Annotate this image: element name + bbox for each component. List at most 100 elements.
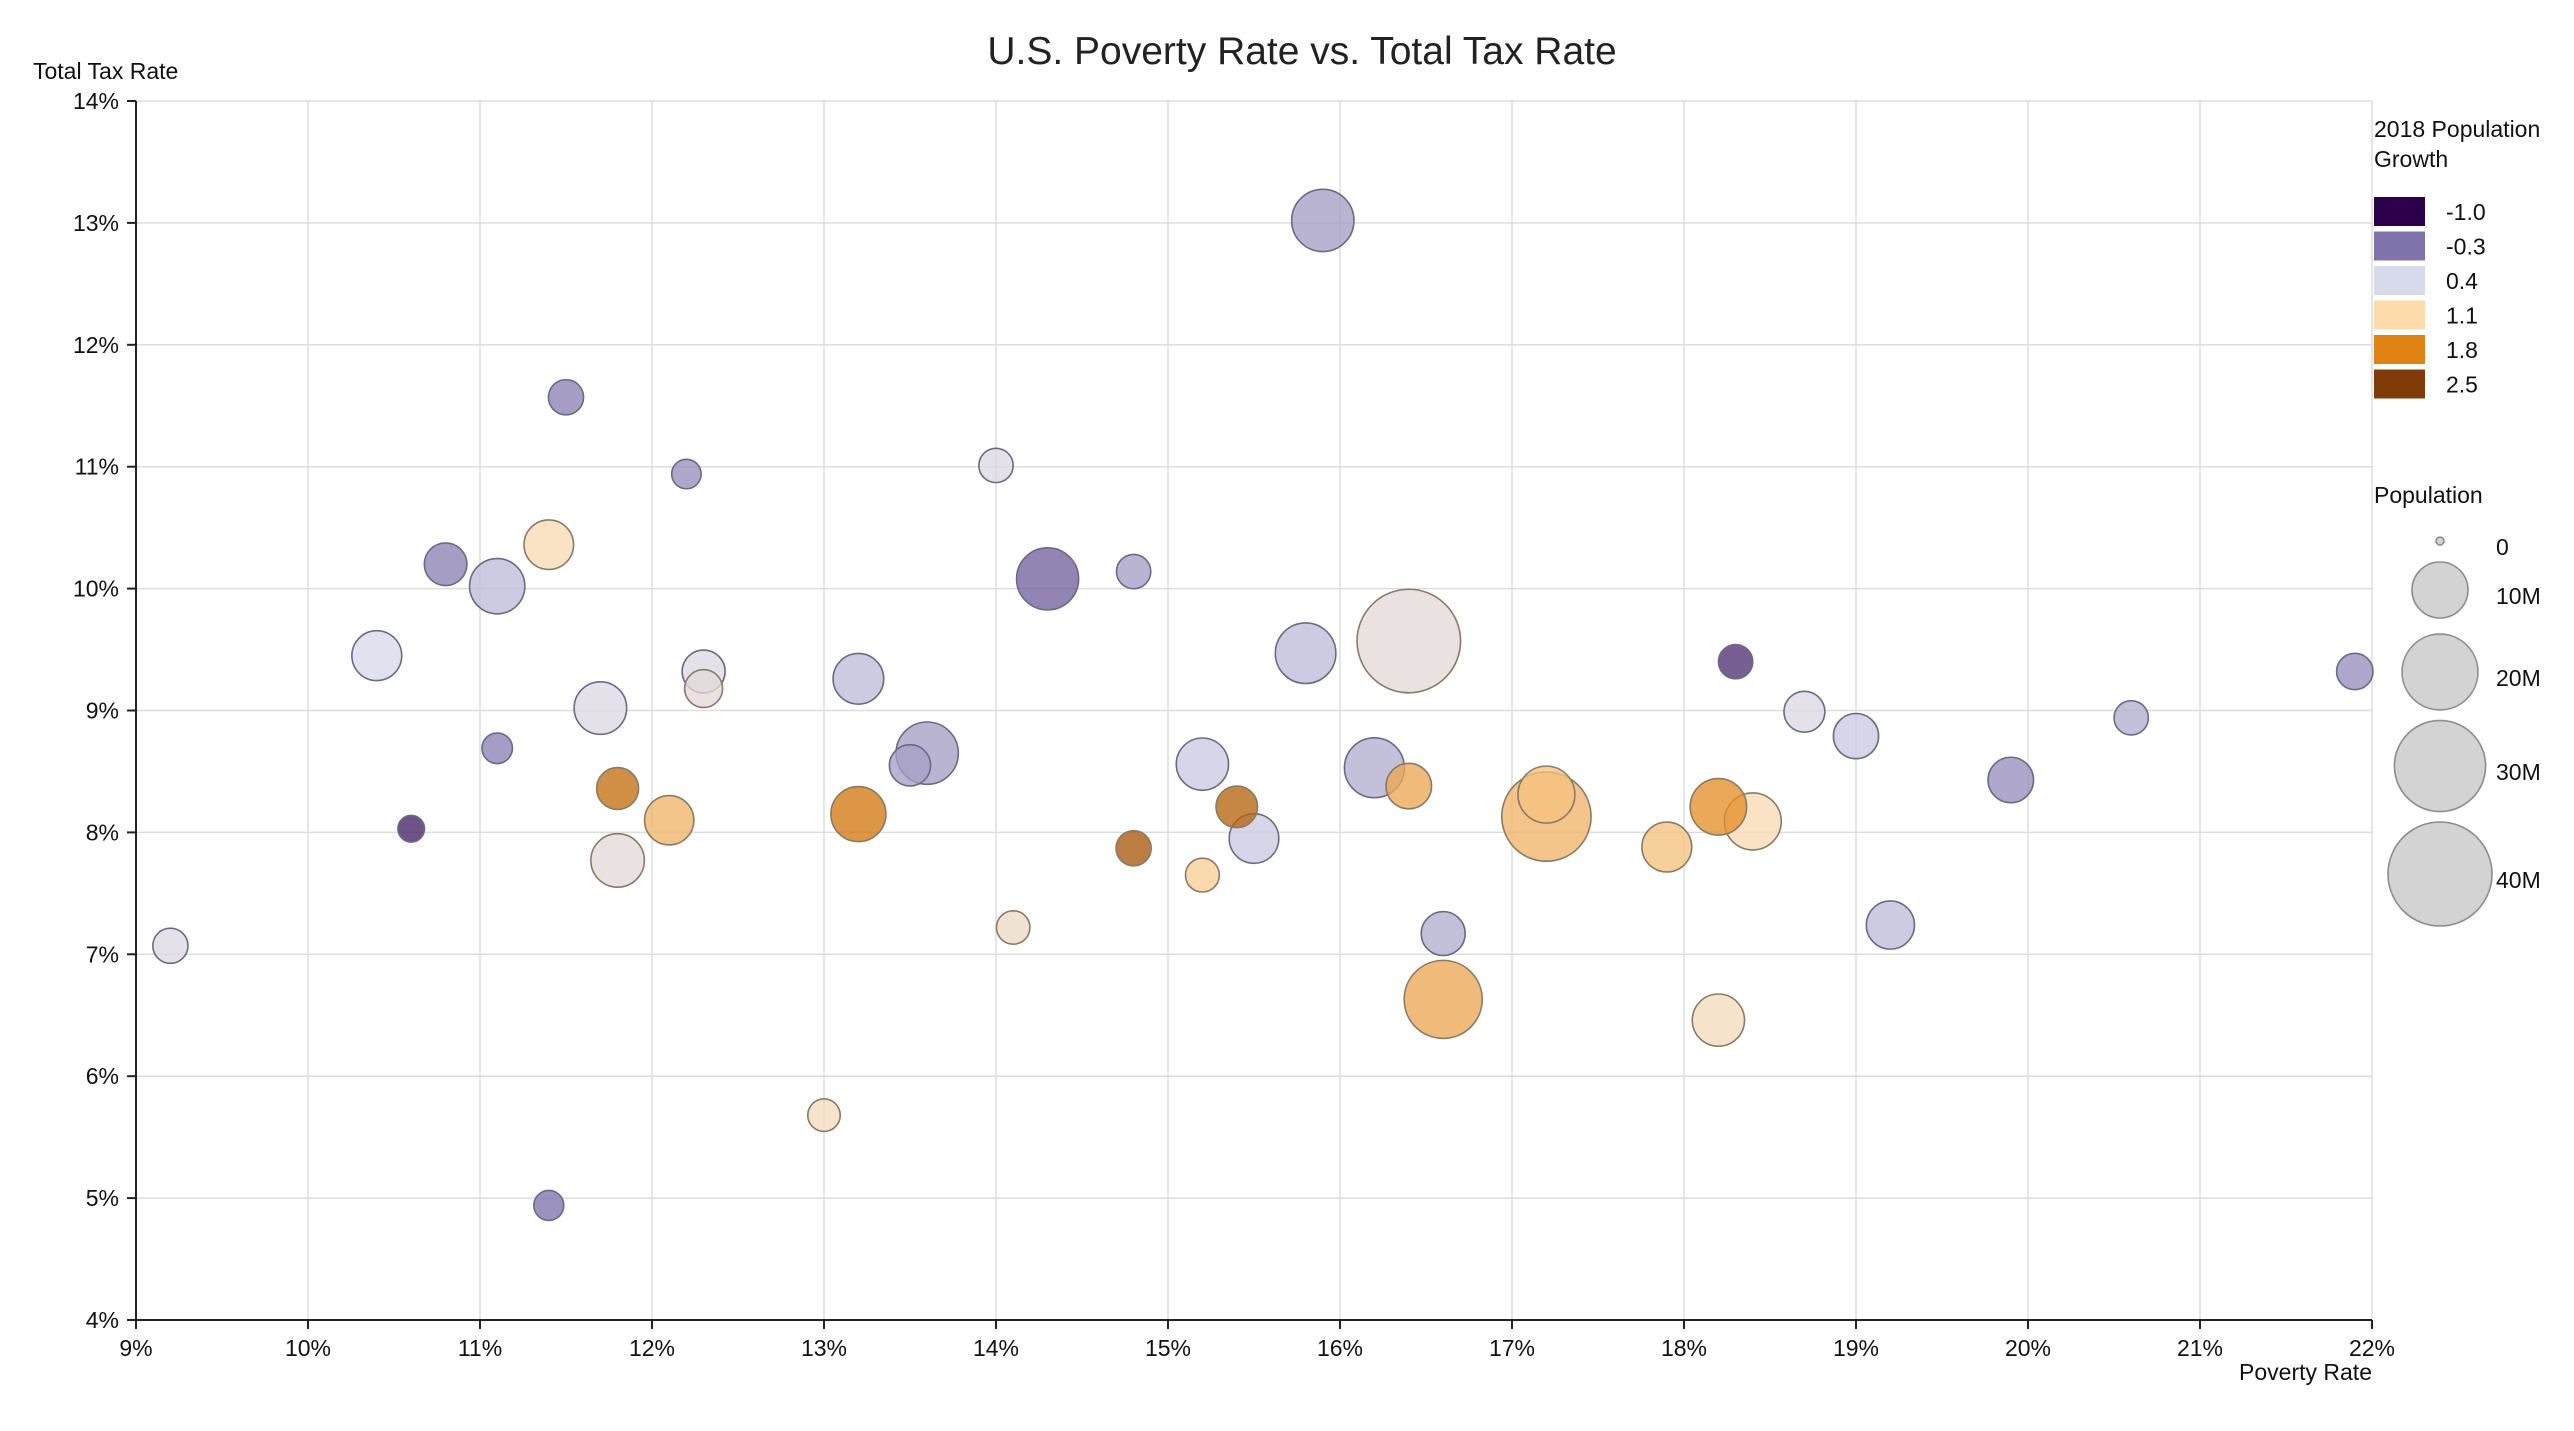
data-bubble: [1385, 762, 1433, 810]
x-tick-label: 20%: [2005, 1335, 2051, 1361]
data-bubble: [1215, 785, 1259, 829]
size-legend-label: 0: [2496, 534, 2509, 560]
y-tick-label: 5%: [86, 1185, 119, 1211]
data-bubble: [806, 1098, 842, 1133]
bubbles: [152, 188, 2374, 1222]
y-tick-label: 12%: [73, 332, 119, 358]
data-bubble: [1865, 900, 1916, 950]
data-bubble: [351, 629, 403, 682]
data-bubble: [1641, 821, 1693, 873]
y-tick-label: 11%: [75, 454, 119, 480]
data-bubble: [1274, 622, 1337, 685]
size-legend-circle: [2411, 561, 2469, 619]
x-tick-label: 22%: [2349, 1335, 2395, 1361]
data-bubble: [2335, 652, 2374, 691]
data-bubble: [595, 766, 640, 811]
x-tick-label: 9%: [119, 1335, 152, 1361]
data-bubble: [1691, 993, 1746, 1048]
data-bubble: [468, 557, 526, 615]
data-bubble: [830, 785, 887, 843]
data-bubble: [1689, 777, 1748, 836]
y-tick-label: 13%: [73, 210, 119, 236]
y-tick-label: 4%: [86, 1307, 119, 1333]
data-bubble: [2113, 699, 2150, 736]
size-legend-circle: [2435, 536, 2445, 546]
color-legend-swatch: [2374, 335, 2425, 364]
data-bubble: [152, 927, 189, 965]
y-tick-label: 9%: [86, 698, 119, 724]
data-bubble: [978, 447, 1014, 484]
x-axis-label: Poverty Rate: [2239, 1359, 2372, 1385]
color-legend-swatch: [2374, 300, 2425, 330]
data-bubble: [1290, 188, 1355, 253]
data-bubble: [1403, 959, 1484, 1040]
data-bubble: [1783, 690, 1826, 733]
size-legend-label: 40M: [2496, 867, 2541, 893]
data-bubble: [1115, 829, 1152, 867]
data-bubble: [423, 542, 468, 587]
y-tick-label: 8%: [86, 819, 119, 845]
data-bubble: [1420, 910, 1466, 957]
data-bubble: [1356, 588, 1462, 694]
data-bubble: [832, 652, 885, 705]
data-bubble: [397, 814, 426, 843]
data-bubble: [1015, 547, 1080, 611]
data-bubble: [481, 732, 514, 765]
chart-title: U.S. Poverty Rate vs. Total Tax Rate: [987, 30, 1616, 73]
y-tick-label: 7%: [86, 941, 119, 967]
color-legend-swatch: [2374, 369, 2425, 399]
color-legend-label: -1.0: [2446, 199, 2486, 225]
data-bubble: [1987, 756, 2035, 804]
x-tick-label: 10%: [285, 1335, 331, 1361]
x-tick-label: 21%: [2177, 1335, 2223, 1361]
x-tick-label: 17%: [1489, 1335, 1535, 1361]
color-legend-swatch: [2374, 197, 2425, 226]
x-tick-label: 15%: [1145, 1335, 1191, 1361]
size-legend-circle: [2387, 821, 2493, 927]
color-legend-swatch: [2374, 266, 2425, 295]
x-tick-label: 16%: [1317, 1335, 1363, 1361]
size-legend-label: 10M: [2496, 583, 2541, 609]
size-legend-circle: [2393, 719, 2487, 813]
size-legend-circle: [2401, 633, 2479, 711]
data-bubble: [888, 743, 932, 787]
color-legend-title: 2018 Population: [2374, 116, 2540, 142]
color-legend-label: -0.3: [2446, 234, 2486, 260]
data-bubble: [643, 794, 695, 846]
data-bubble: [1184, 857, 1221, 893]
data-bubble: [590, 832, 646, 889]
size-legend: Population 0 10M 20M 30M 40M: [2374, 482, 2541, 927]
axes: 9% 10% 11% 12% 13% 14% 15% 16% 17% 18% 19% 20% 21% 22…: [73, 88, 2395, 1361]
color-legend-label: 2.5: [2446, 372, 2478, 398]
data-bubble: [523, 519, 575, 571]
color-legend-label: 0.4: [2446, 268, 2478, 294]
size-legend-label: 30M: [2496, 759, 2541, 785]
data-bubble: [1175, 737, 1230, 792]
x-tick-label: 13%: [801, 1335, 847, 1361]
y-tick-label: 6%: [86, 1063, 119, 1089]
data-bubble: [1115, 553, 1152, 590]
y-tick-label: 10%: [73, 576, 119, 602]
data-bubble: [683, 668, 724, 709]
x-tick-label: 18%: [1661, 1335, 1707, 1361]
color-legend: 2018 Population Growth -1.0 -0.3 0.4 1.1 1.8 2.…: [2374, 116, 2540, 399]
gridlines: [135, 100, 2373, 1321]
color-legend-swatch: [2374, 231, 2425, 261]
data-bubble: [1832, 712, 1880, 760]
x-tick-label: 12%: [629, 1335, 675, 1361]
size-legend-title: Population: [2374, 482, 2483, 508]
x-tick-label: 14%: [973, 1335, 1019, 1361]
data-bubble: [573, 681, 628, 736]
data-bubble: [1717, 643, 1754, 680]
data-bubble: [533, 1189, 565, 1222]
data-bubble: [995, 909, 1031, 945]
data-bubble: [1517, 765, 1576, 824]
color-legend-label: 1.8: [2446, 337, 2478, 363]
color-legend-title: Growth: [2374, 146, 2448, 172]
color-legend-label: 1.1: [2446, 303, 2478, 329]
data-bubble: [547, 378, 585, 416]
size-legend-label: 20M: [2496, 665, 2541, 691]
x-tick-label: 11%: [458, 1335, 502, 1361]
